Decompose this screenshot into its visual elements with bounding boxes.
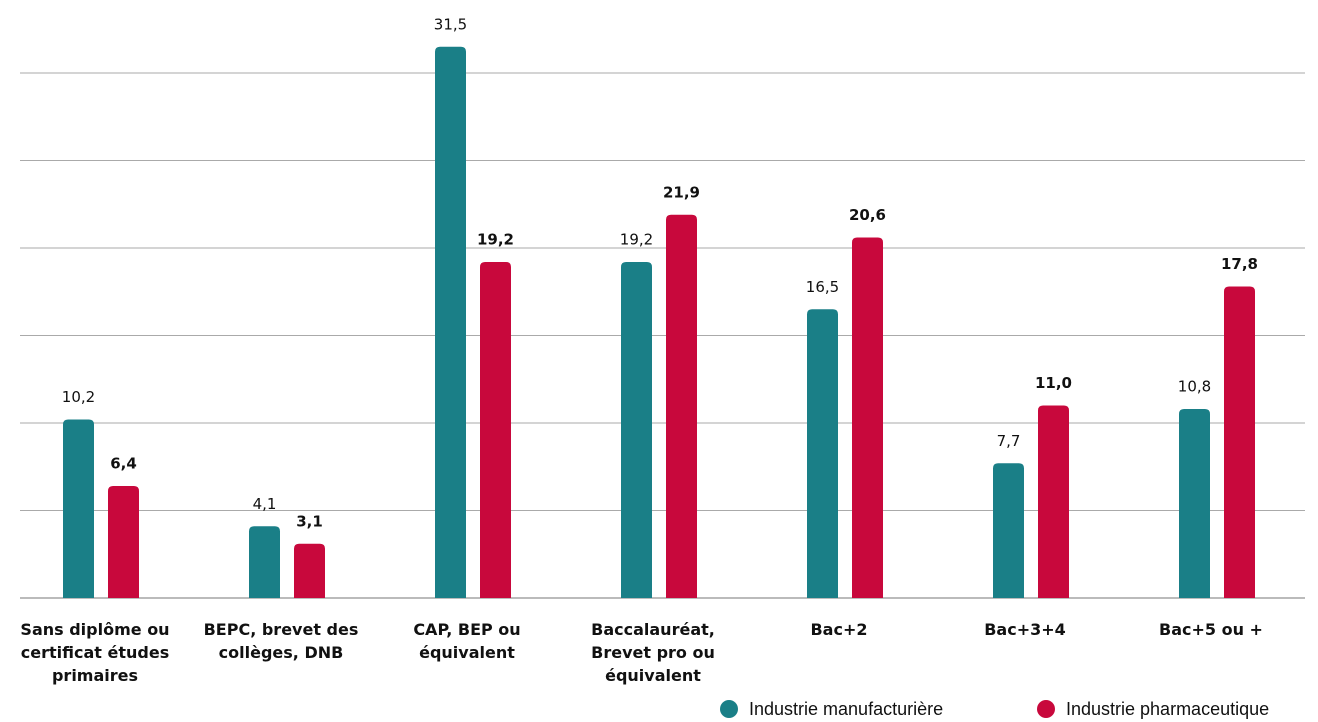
bar (807, 309, 838, 598)
value-label: 16,5 (806, 278, 839, 296)
x-tick-label: Bac+5 ou + (1159, 620, 1263, 639)
value-label: 10,2 (62, 388, 95, 406)
value-label: 3,1 (296, 512, 323, 530)
x-tick-label: BEPC, brevet des collèges, DNB (203, 620, 359, 662)
value-label: 11,0 (1035, 374, 1072, 392)
value-label: 19,2 (620, 231, 653, 249)
bar (480, 262, 511, 598)
legend-swatch (720, 700, 738, 718)
bar (249, 526, 280, 598)
legend-label: Industrie pharmaceutique (1066, 699, 1269, 719)
bar (1038, 405, 1069, 598)
x-tick-label: Baccalauréat, Brevet pro ou équivalent (591, 620, 715, 685)
bar (1179, 409, 1210, 598)
value-label: 7,7 (997, 432, 1021, 450)
value-label: 4,1 (253, 495, 277, 513)
bar (666, 214, 697, 598)
x-tick-label: Bac+3+4 (984, 620, 1066, 639)
bar (108, 486, 139, 598)
bar (993, 463, 1024, 598)
value-label: 21,9 (663, 183, 700, 201)
x-tick-label: Sans diplôme ou certificat études primai… (20, 620, 170, 685)
value-label: 6,4 (110, 455, 137, 473)
value-label: 19,2 (477, 231, 514, 249)
value-label: 17,8 (1221, 255, 1258, 273)
x-tick-label: CAP, BEP ou équivalent (413, 620, 521, 662)
legend-swatch (1037, 700, 1055, 718)
value-label: 31,5 (434, 15, 467, 33)
legend-label: Industrie manufacturière (749, 699, 943, 719)
bar (63, 419, 94, 598)
bar (621, 262, 652, 598)
bar (852, 237, 883, 598)
bar (1224, 286, 1255, 598)
bar (294, 543, 325, 598)
value-label: 10,8 (1178, 378, 1211, 396)
x-tick-label: Bac+2 (810, 620, 868, 639)
bar (435, 46, 466, 598)
value-label: 20,6 (849, 206, 886, 224)
